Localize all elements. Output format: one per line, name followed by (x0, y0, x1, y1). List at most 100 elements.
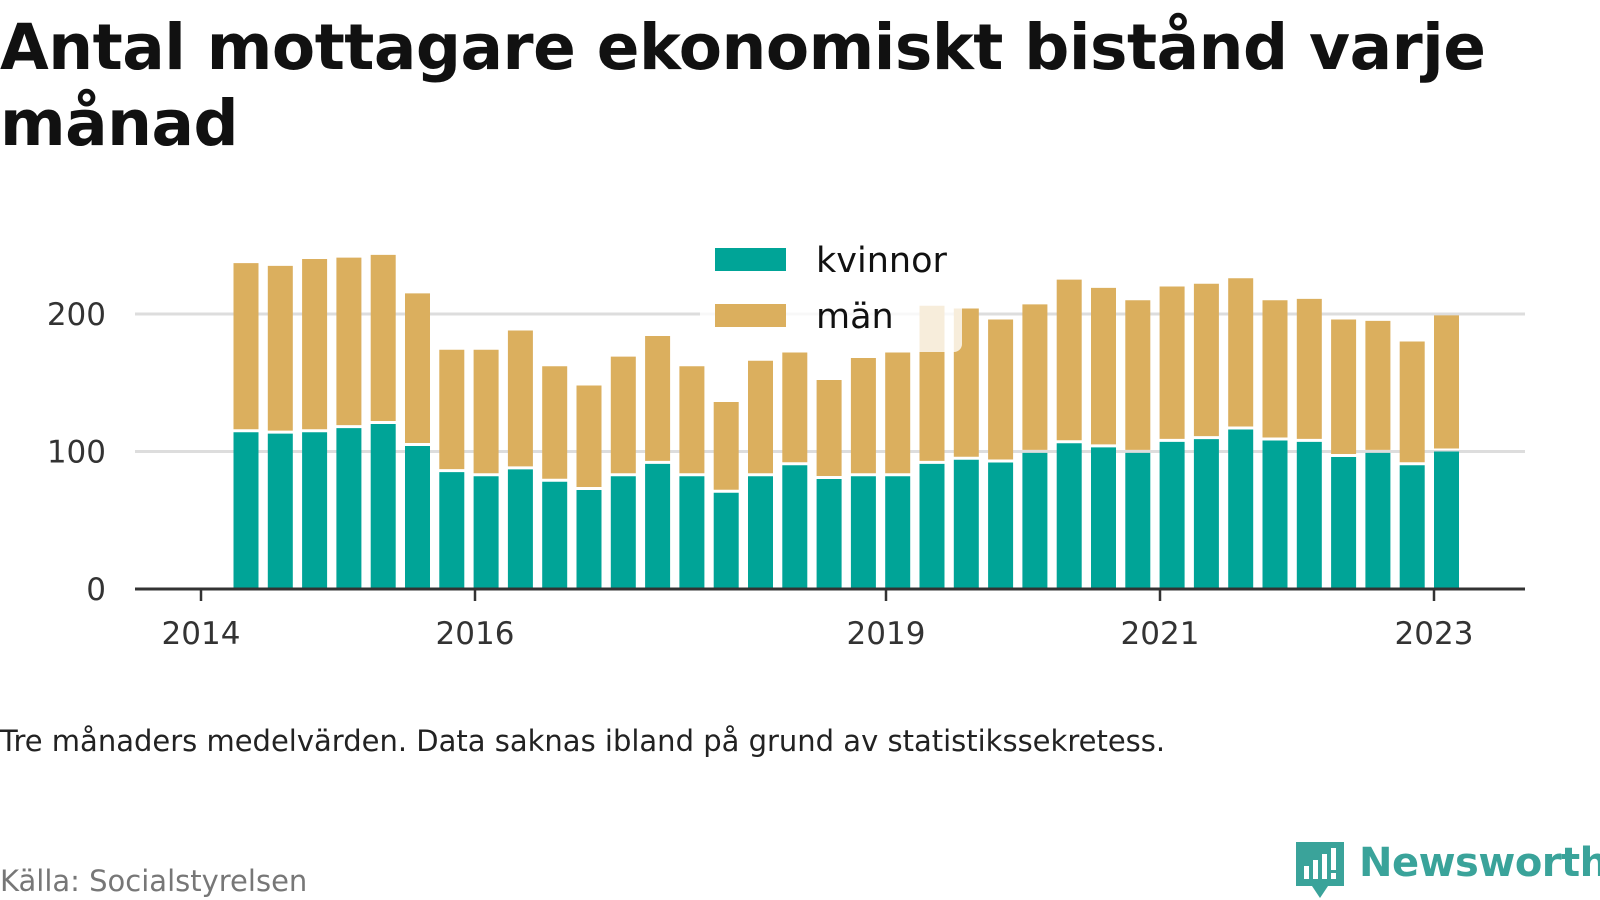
bar-kvinnor (1159, 441, 1185, 589)
bar-stack (679, 366, 705, 589)
bar-kvinnor (302, 432, 328, 589)
bar-kvinnor (850, 476, 876, 589)
bar-man (1091, 287, 1116, 445)
bar-kvinnor (816, 479, 842, 589)
bar-stack (507, 330, 533, 589)
bar-kvinnor (1056, 443, 1082, 589)
bar-kvinnor (267, 433, 293, 589)
bar-kvinnor (1365, 452, 1391, 589)
legend-label: kvinnor (816, 241, 947, 281)
bar-man (748, 360, 773, 474)
brand-logo: Newsworthy (1294, 840, 1600, 900)
bar-kvinnor (1262, 440, 1288, 589)
bar-stack (645, 336, 671, 589)
bar-man (988, 319, 1014, 460)
bar-kvinnor (610, 476, 636, 589)
bar-stack (1434, 315, 1459, 589)
newsworthy-logo-icon (1296, 842, 1344, 898)
bar-kvinnor (1228, 429, 1254, 589)
bar-stack (1022, 304, 1048, 589)
bar-man (576, 385, 602, 487)
bar-kvinnor (679, 476, 705, 589)
source-label: Källa: Socialstyrelsen (0, 864, 308, 898)
legend: kvinnor män (700, 228, 962, 352)
bar-stack (713, 402, 739, 589)
bar-man (1193, 283, 1219, 437)
bar-man (1022, 304, 1048, 450)
brand-name: Newsworthy (1359, 840, 1600, 886)
bar-man (473, 349, 499, 474)
bar-kvinnor (336, 428, 362, 589)
bar-kvinnor (988, 462, 1014, 589)
bar-man (233, 263, 259, 430)
bar-kvinnor (885, 476, 911, 589)
bar-stack (267, 265, 293, 589)
bar-stack (1331, 319, 1357, 589)
bar-man (610, 356, 636, 474)
bar-man (1399, 341, 1425, 463)
bar-man (1262, 300, 1288, 438)
bar-man (1365, 320, 1391, 450)
bar-stack (439, 349, 465, 589)
bar-stack (885, 352, 911, 589)
bar-stack (816, 380, 842, 589)
bar-man (507, 330, 533, 467)
bar-kvinnor (713, 492, 739, 589)
bar-stack (370, 254, 396, 589)
bar-kvinnor (1091, 447, 1116, 589)
bar-man (885, 352, 911, 474)
bar-kvinnor (1399, 465, 1425, 589)
bar-stack (233, 263, 259, 589)
bar-kvinnor (507, 469, 533, 589)
bar-stack (1193, 283, 1219, 589)
bar-kvinnor (1296, 441, 1322, 589)
x-tick-label: 2023 (1395, 616, 1474, 652)
bar-stack (336, 257, 362, 589)
bar-kvinnor (473, 476, 499, 589)
chart-footnote: Tre månaders medelvärden. Data saknas ib… (0, 724, 1166, 758)
bar-stack (1056, 279, 1082, 589)
x-tick-label: 2021 (1121, 616, 1200, 652)
bar-man (1125, 300, 1151, 450)
bar-stack (748, 360, 773, 589)
bar-stack (1296, 298, 1322, 589)
bar-man (679, 366, 705, 474)
bar-man (1434, 315, 1459, 449)
bar-stack (610, 356, 636, 589)
bar-kvinnor (953, 459, 979, 589)
bar-man (713, 402, 739, 490)
bar-stack (1399, 341, 1425, 589)
legend-label: män (816, 297, 894, 337)
bar-man (439, 349, 465, 470)
bars (233, 254, 1459, 589)
y-tick-label: 200 (47, 297, 106, 333)
bar-man (850, 358, 876, 474)
bar-man (1296, 298, 1322, 439)
bar-man (336, 257, 362, 426)
legend-swatch (715, 304, 786, 327)
bar-stack (988, 319, 1014, 589)
bar-man (267, 265, 293, 431)
bar-kvinnor (919, 463, 945, 589)
y-tick-label: 0 (86, 572, 106, 608)
bar-man (542, 366, 568, 479)
bar-man (816, 380, 842, 476)
x-tick-label: 2019 (847, 616, 926, 652)
bar-kvinnor (576, 490, 602, 589)
bar-kvinnor (1022, 452, 1048, 589)
x-tick-label: 2014 (162, 616, 241, 652)
bar-stack (782, 352, 808, 589)
chart-title: Antal mottagare ekonomiskt bistånd varje… (0, 11, 1486, 160)
bar-kvinnor (439, 472, 465, 589)
bar-kvinnor (782, 465, 808, 589)
bar-stack (850, 358, 876, 589)
bar-stack (302, 259, 328, 589)
bar-kvinnor (542, 481, 568, 589)
x-axis-ticks: 2014 2016 2019 2021 2023 (162, 589, 1474, 652)
bar-stack (542, 366, 568, 589)
y-axis-ticks: 0 100 200 (47, 297, 106, 608)
bar-stack (1125, 300, 1151, 589)
bar-man (782, 352, 808, 463)
bar-stack (576, 385, 602, 589)
